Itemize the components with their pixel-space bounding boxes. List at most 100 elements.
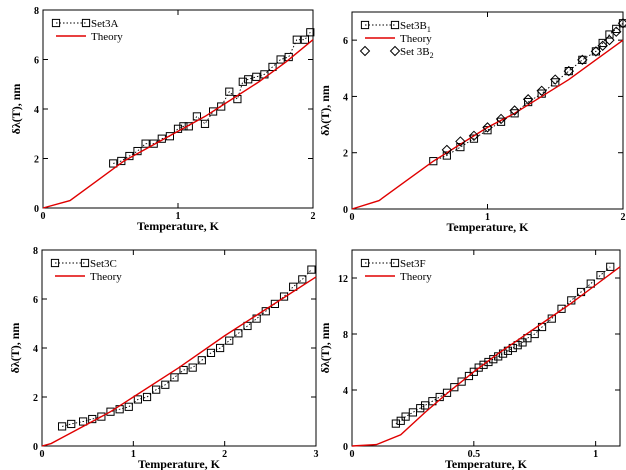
data-point bbox=[142, 392, 152, 402]
data-point bbox=[495, 113, 507, 125]
data-point bbox=[396, 416, 405, 425]
chart-panel-bottom-right: 0 0.5 1 0 4 8 12 Temperature, K δλ(T), nm Set3FTh… bbox=[318, 249, 621, 470]
data-point bbox=[141, 139, 150, 148]
legend-label: Theory bbox=[400, 271, 432, 283]
data-point bbox=[170, 373, 179, 382]
data-point bbox=[165, 132, 175, 141]
data-point bbox=[57, 422, 67, 431]
data-point bbox=[270, 299, 279, 308]
data-point bbox=[598, 38, 607, 48]
legend-label: Theory bbox=[91, 31, 123, 43]
data-point bbox=[457, 377, 466, 386]
data-connector bbox=[113, 32, 311, 164]
data-point bbox=[617, 18, 626, 29]
data-point bbox=[97, 412, 106, 421]
y-tick-label: 4 bbox=[34, 105, 39, 116]
data-point bbox=[192, 112, 202, 121]
y-axis-label: δλ(T), nm bbox=[8, 323, 22, 374]
legend-marker bbox=[80, 258, 90, 268]
data-point bbox=[469, 367, 478, 376]
series-set3c bbox=[57, 265, 316, 431]
y-tick-label: 6 bbox=[343, 36, 348, 47]
y-tick-label: 2 bbox=[34, 155, 39, 166]
theory-curve bbox=[42, 39, 314, 209]
data-point bbox=[106, 407, 115, 416]
y-axis-label: δλ(T), nm bbox=[9, 84, 23, 135]
chart-panel-top-left: 0 1 2 0 2 4 6 8 Temperature, K δλ(T), nm Set3ATheo… bbox=[9, 6, 316, 233]
legend-marker bbox=[359, 45, 371, 57]
y-tick-label: 2 bbox=[343, 149, 348, 160]
legend-label: Theory bbox=[90, 271, 122, 283]
x-tick-label: 0 bbox=[350, 212, 355, 223]
series-theory bbox=[351, 266, 621, 447]
y-tick-label: 4 bbox=[33, 344, 38, 355]
chart-panel-top-right: 0 1 2 0 2 4 6 Temperature, K δλ(T), nm Set3B1Theo… bbox=[318, 11, 626, 234]
y-axis-label: δλ(T), nm bbox=[318, 323, 332, 374]
x-tick-label: 2 bbox=[621, 212, 626, 223]
data-point bbox=[279, 292, 289, 301]
x-axis-label: Temperature, K bbox=[137, 219, 220, 233]
data-point bbox=[300, 35, 309, 44]
data-point bbox=[184, 122, 193, 131]
series-set3a bbox=[109, 28, 315, 168]
data-point bbox=[238, 77, 247, 86]
data-point bbox=[391, 419, 400, 428]
data-point bbox=[420, 401, 430, 410]
x-tick-label: 3 bbox=[314, 449, 319, 460]
y-tick-label: 0 bbox=[343, 205, 348, 216]
series-theory bbox=[41, 276, 317, 447]
data-point bbox=[536, 85, 547, 97]
data-point bbox=[484, 357, 493, 367]
x-tick-label: 0 bbox=[350, 449, 355, 460]
legend-marker bbox=[390, 258, 400, 268]
data-point bbox=[234, 329, 243, 338]
legend-label-subscript: 1 bbox=[427, 25, 431, 34]
data-point bbox=[292, 35, 301, 44]
data-point bbox=[586, 279, 595, 288]
data-point bbox=[276, 55, 285, 64]
legend-marker bbox=[360, 20, 370, 30]
theory-curve bbox=[351, 39, 624, 210]
data-point bbox=[482, 122, 493, 133]
data-point bbox=[450, 383, 459, 392]
y-tick-label: 4 bbox=[343, 386, 348, 397]
data-point bbox=[618, 19, 626, 28]
data-point bbox=[109, 159, 118, 168]
data-point bbox=[428, 397, 437, 406]
data-point bbox=[225, 87, 234, 96]
y-tick-label: 6 bbox=[33, 295, 38, 306]
data-point bbox=[133, 395, 143, 404]
data-point bbox=[474, 363, 483, 372]
data-point bbox=[611, 26, 622, 37]
series-theory bbox=[351, 39, 624, 210]
data-point bbox=[179, 365, 188, 375]
data-point bbox=[197, 356, 206, 365]
x-axis-label: Temperature, K bbox=[447, 220, 530, 234]
data-point bbox=[216, 343, 225, 353]
data-point bbox=[464, 371, 474, 381]
data-point bbox=[206, 348, 216, 357]
legend-label: Set 3B2 bbox=[400, 46, 434, 60]
x-tick-label: 1 bbox=[131, 449, 136, 460]
data-point bbox=[509, 105, 520, 116]
data-point bbox=[401, 412, 410, 421]
data-point bbox=[564, 67, 573, 76]
data-point bbox=[510, 109, 519, 118]
data-point bbox=[563, 65, 575, 77]
data-point bbox=[518, 338, 527, 347]
series-theory bbox=[42, 39, 314, 209]
data-point bbox=[209, 107, 218, 116]
chart-panel-bottom-left: 0 1 2 3 0 2 4 6 8 Temperature, K δλ(T), nm Set3CThe… bbox=[8, 246, 319, 470]
data-point bbox=[557, 304, 566, 313]
data-point bbox=[200, 119, 210, 128]
data-point bbox=[152, 385, 161, 394]
data-point bbox=[298, 275, 307, 284]
data-point bbox=[612, 24, 621, 33]
data-point bbox=[590, 46, 602, 57]
data-point bbox=[604, 34, 615, 46]
x-tick-label: 1 bbox=[176, 211, 181, 222]
legend-marker bbox=[389, 45, 401, 57]
x-tick-label: 1 bbox=[485, 212, 490, 223]
data-connector bbox=[61, 269, 312, 427]
